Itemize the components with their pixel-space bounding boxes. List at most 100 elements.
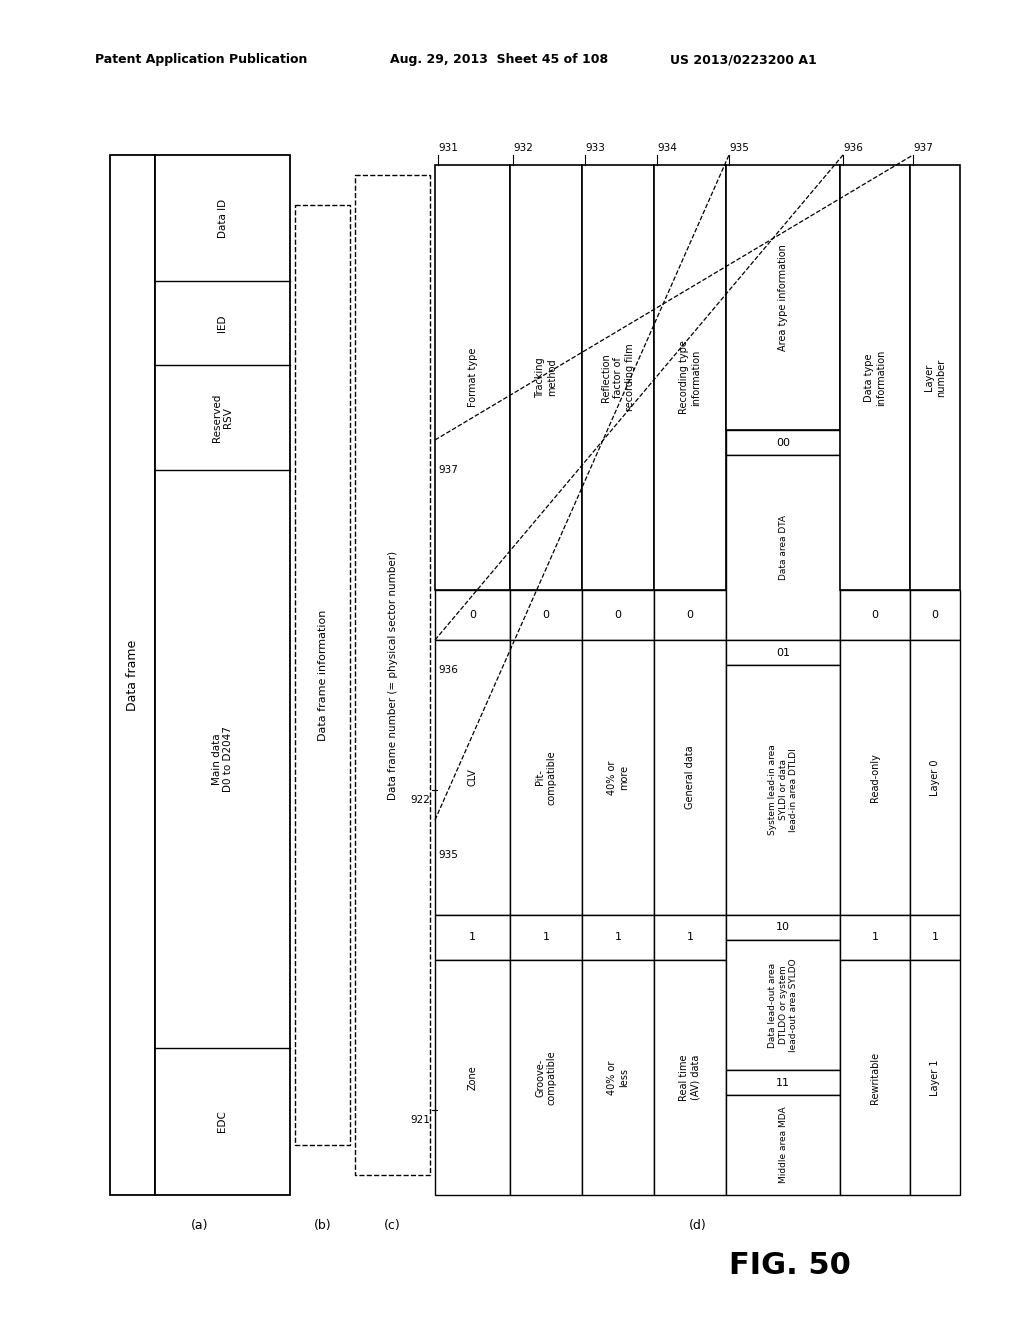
Bar [654, 960, 726, 1195]
Text: 933: 933 [585, 143, 605, 153]
Text: General data: General data [685, 746, 695, 809]
Bar [510, 915, 582, 960]
Bar [582, 590, 654, 640]
Bar [726, 430, 840, 455]
Bar [510, 590, 582, 640]
Text: (a): (a) [191, 1218, 209, 1232]
Bar [840, 640, 910, 915]
Bar [510, 640, 582, 915]
Text: Layer 1: Layer 1 [930, 1059, 940, 1096]
Text: Reserved
RSV: Reserved RSV [212, 393, 233, 442]
Text: FIG. 50: FIG. 50 [729, 1250, 851, 1279]
Text: 00: 00 [776, 437, 790, 447]
Text: Data area DTA: Data area DTA [778, 515, 787, 579]
Bar [654, 640, 726, 915]
Text: (d): (d) [688, 1218, 707, 1232]
Bar [910, 590, 961, 640]
Text: Data lead-out area
DTLDO or system
lead-out area SYLDO: Data lead-out area DTLDO or system lead-… [768, 958, 798, 1052]
Text: Reflection
factor of
recording film: Reflection factor of recording film [601, 343, 635, 412]
Bar [435, 640, 510, 915]
Text: 40% or
less: 40% or less [607, 1060, 629, 1094]
Bar [510, 165, 582, 590]
Bar [582, 640, 654, 915]
Text: Main data
D0 to D2047: Main data D0 to D2047 [212, 726, 233, 792]
Bar [726, 165, 840, 430]
Text: Read-only: Read-only [870, 754, 880, 803]
Text: CLV: CLV [468, 768, 477, 787]
Bar [910, 640, 961, 915]
Text: IED: IED [217, 314, 227, 331]
Text: 1: 1 [871, 932, 879, 942]
Text: 921: 921 [411, 1115, 430, 1125]
Text: Pit-
compatible: Pit- compatible [536, 750, 557, 805]
Text: 40% or
more: 40% or more [607, 760, 629, 795]
Bar [840, 590, 910, 640]
Text: 934: 934 [657, 143, 677, 153]
Bar [654, 165, 726, 590]
Text: (c): (c) [384, 1218, 400, 1232]
Bar [726, 665, 840, 915]
Text: (b): (b) [313, 1218, 332, 1232]
Text: 932: 932 [513, 143, 532, 153]
Text: 937: 937 [438, 465, 458, 475]
Text: Data frame information: Data frame information [317, 610, 328, 741]
Text: Tracking
method: Tracking method [536, 358, 557, 397]
Bar [110, 154, 155, 1195]
Text: 937: 937 [913, 143, 933, 153]
Bar [582, 165, 654, 590]
Text: Zone: Zone [468, 1065, 477, 1090]
Bar [435, 960, 510, 1195]
Text: Middle area MDA: Middle area MDA [778, 1106, 787, 1183]
Bar [910, 915, 961, 960]
Text: 0: 0 [614, 610, 622, 620]
Text: Layer
number: Layer number [925, 358, 946, 396]
Bar [582, 915, 654, 960]
Text: EDC: EDC [217, 1110, 227, 1133]
Bar [840, 915, 910, 960]
Text: 01: 01 [776, 648, 790, 657]
Bar [840, 960, 910, 1195]
Text: Layer 0: Layer 0 [930, 759, 940, 796]
Bar [155, 154, 290, 1195]
Text: Aug. 29, 2013  Sheet 45 of 108: Aug. 29, 2013 Sheet 45 of 108 [390, 54, 608, 66]
Text: 1: 1 [932, 932, 939, 942]
Text: 1: 1 [614, 932, 622, 942]
Bar [910, 165, 961, 590]
Text: Data frame number (= physical sector number): Data frame number (= physical sector num… [387, 550, 397, 800]
Text: US 2013/0223200 A1: US 2013/0223200 A1 [670, 54, 817, 66]
Text: 922: 922 [411, 795, 430, 805]
Bar [910, 960, 961, 1195]
Bar [654, 915, 726, 960]
Text: 10: 10 [776, 923, 790, 932]
Text: Recording type
information: Recording type information [679, 341, 700, 414]
Text: Format type: Format type [468, 347, 477, 407]
Bar [726, 915, 840, 940]
Text: 1: 1 [543, 932, 550, 942]
Text: Real time
(AV) data: Real time (AV) data [679, 1055, 700, 1101]
Text: 0: 0 [932, 610, 939, 620]
Text: 931: 931 [438, 143, 458, 153]
Text: Rewritable: Rewritable [870, 1052, 880, 1104]
Bar [726, 1096, 840, 1195]
Text: 935: 935 [729, 143, 749, 153]
Text: 0: 0 [686, 610, 693, 620]
Text: Groove-
compatible: Groove- compatible [536, 1051, 557, 1105]
Text: 0: 0 [543, 610, 550, 620]
Text: Area type information: Area type information [778, 244, 788, 351]
Text: 0: 0 [469, 610, 476, 620]
Bar [840, 165, 910, 590]
Text: Data frame: Data frame [126, 639, 139, 710]
Bar [726, 1071, 840, 1096]
Text: Patent Application Publication: Patent Application Publication [95, 54, 307, 66]
Bar [654, 590, 726, 640]
Bar [510, 960, 582, 1195]
Text: 936: 936 [843, 143, 863, 153]
Text: 1: 1 [686, 932, 693, 942]
Bar [726, 640, 840, 665]
Text: 935: 935 [438, 850, 458, 861]
Bar [726, 940, 840, 1071]
Bar [435, 590, 510, 640]
Bar [435, 165, 510, 590]
Bar [726, 455, 840, 640]
Text: System lead-in area
SYLDI or data
lead-in area DTLDI: System lead-in area SYLDI or data lead-i… [768, 744, 798, 836]
